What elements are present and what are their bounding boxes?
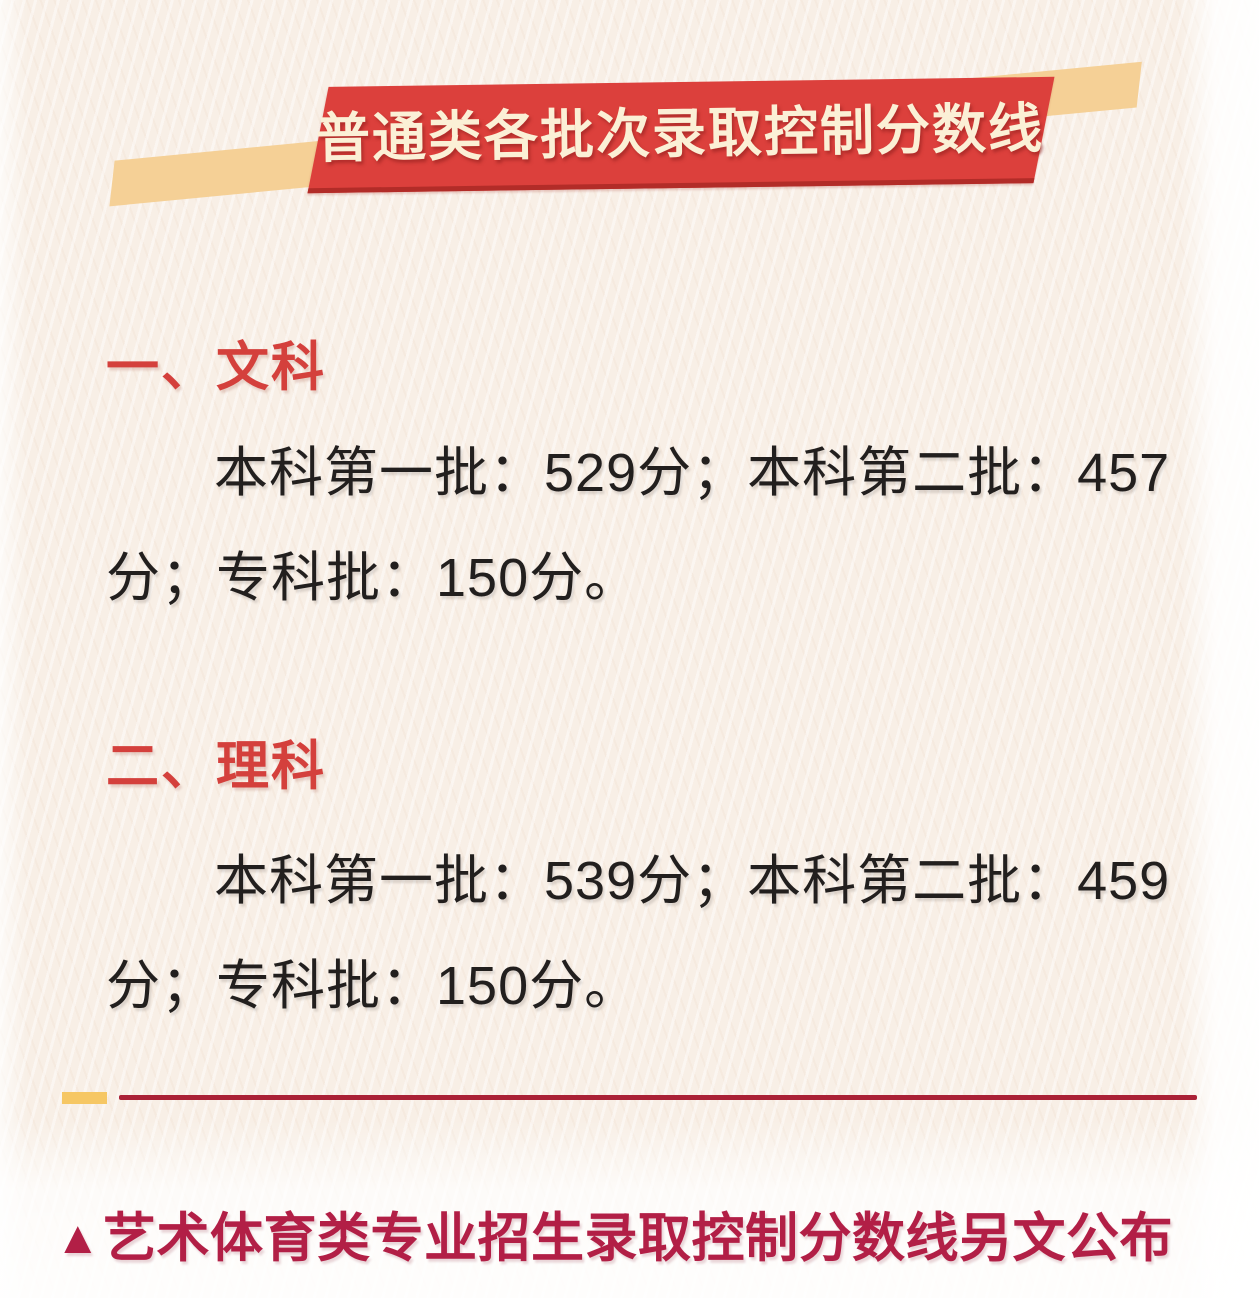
liberal-arts-scores-line-2: 分；专科批：150分。 — [106, 548, 640, 608]
section-heading-liberal-arts: 一、文科 — [106, 338, 326, 397]
science-scores-line-1: 本科第一批：539分；本科第二批：459 — [214, 851, 1171, 911]
footer-note: ▲艺术体育类专业招生录取控制分数线另文公布 — [55, 1196, 1215, 1272]
divider-gold-square — [62, 1092, 107, 1104]
divider-red-line — [119, 1095, 1197, 1100]
title-banner: 普通类各批次录取控制分数线 — [0, 0, 1259, 260]
science-scores-line-2: 分；专科批：150分。 — [106, 956, 640, 1016]
banner-title: 普通类各批次录取控制分数线 — [315, 98, 1045, 170]
footer-text: 艺术体育类专业招生录取控制分数线另文公布 — [103, 1209, 1174, 1268]
liberal-arts-scores-line-1: 本科第一批：529分；本科第二批：457 — [214, 443, 1171, 503]
section-heading-science: 二、理科 — [106, 737, 326, 796]
triangle-marker-icon: ▲ — [55, 1211, 102, 1263]
